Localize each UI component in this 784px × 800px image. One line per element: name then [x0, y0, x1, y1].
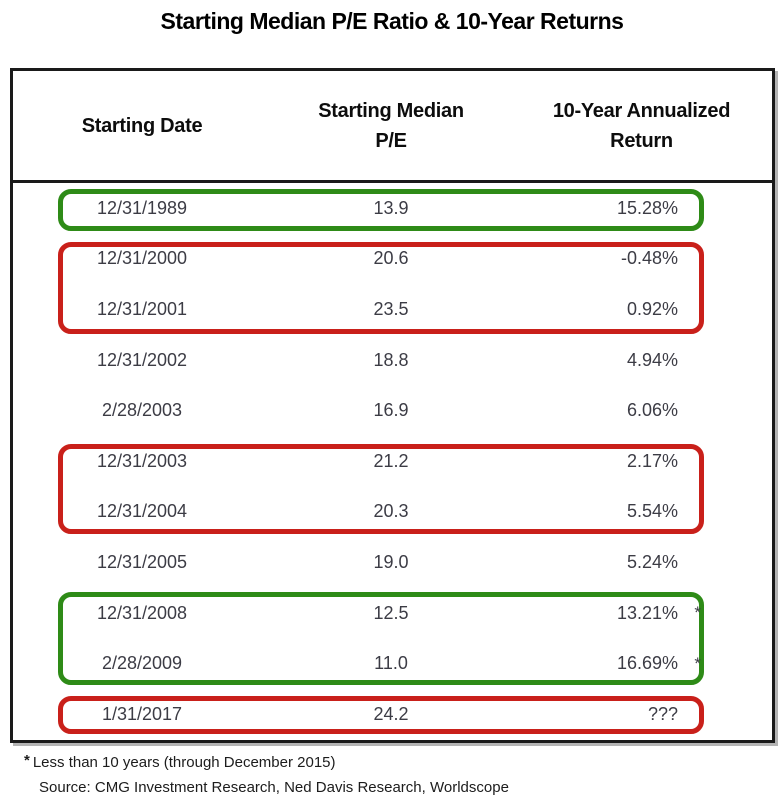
table-row: 12/31/2003 21.2 2.17% — [13, 436, 772, 487]
cell-median-pe: 13.9 — [373, 197, 409, 218]
cell-starting-date: 2/28/2003 — [101, 400, 183, 421]
footnote-marker: * — [694, 653, 701, 673]
return-value: 6.06% — [626, 400, 678, 421]
cell-return: 15.28% — [511, 198, 772, 219]
cell-median-pe: 24.2 — [373, 703, 409, 724]
table-row: 2/28/2003 16.9 6.06% — [13, 385, 772, 436]
return-value: -0.48% — [620, 248, 678, 269]
return-value: 13.21% — [616, 602, 678, 623]
cell-return: 5.54% — [511, 501, 772, 522]
cell-starting-date: 12/31/1989 — [96, 197, 188, 218]
page-title: Starting Median P/E Ratio & 10-Year Retu… — [160, 8, 624, 34]
return-value: 0.92% — [626, 298, 678, 319]
footnote-source: Source: CMG Investment Research, Ned Dav… — [39, 779, 509, 796]
cell-median-pe: 20.6 — [373, 248, 409, 269]
cell-median-pe: 23.5 — [373, 298, 409, 319]
table-row: 12/31/2005 19.0 5.24% — [13, 537, 772, 588]
footnote-less-than-10-years: * Less than 10 years (through December 20… — [24, 748, 509, 775]
return-value: 4.94% — [626, 349, 678, 370]
header-annualized-return-line2: Return — [610, 129, 673, 152]
table-body: 12/31/1989 13.9 15.28% 12/31/2000 20.6 -… — [13, 183, 772, 740]
cell-starting-date: 2/28/2009 — [101, 653, 183, 674]
return-value: 5.24% — [626, 551, 678, 572]
cell-median-pe: 11.0 — [374, 653, 408, 674]
header-annualized-return: 10-Year Annualized Return — [511, 96, 772, 156]
header-median-pe-line2: P/E — [375, 129, 407, 152]
cell-return: 4.94% — [511, 350, 772, 371]
cell-return: 6.06% — [511, 400, 772, 421]
cell-median-pe: 16.9 — [373, 400, 409, 421]
footnote-text: Less than 10 years (through December 201… — [32, 754, 336, 771]
cell-return: ??? — [511, 704, 772, 725]
table-row: 12/31/2004 20.3 5.54% — [13, 487, 772, 538]
return-value: 5.54% — [626, 501, 678, 522]
cell-starting-date: 12/31/2005 — [96, 551, 188, 572]
cell-starting-date: 12/31/2003 — [96, 450, 188, 471]
cell-starting-date: 12/31/2008 — [96, 602, 188, 623]
table-row: 12/31/2002 18.8 4.94% — [13, 335, 772, 386]
cell-starting-date: 12/31/2000 — [96, 248, 188, 269]
return-value: ??? — [647, 703, 678, 724]
cell-median-pe: 21.2 — [373, 450, 409, 471]
pe-returns-table: Starting Date Starting Median P/E 10-Yea… — [10, 68, 775, 743]
cell-starting-date: 12/31/2001 — [96, 298, 188, 319]
asterisk-marker: * — [24, 752, 30, 769]
footnotes: * Less than 10 years (through December 20… — [24, 748, 509, 800]
return-value: 15.28% — [616, 197, 678, 218]
cell-starting-date: 1/31/2017 — [101, 703, 183, 724]
cell-starting-date: 12/31/2002 — [96, 349, 188, 370]
table-row: 2/28/2009 11.0 16.69% * — [13, 638, 772, 689]
return-value: 16.69% — [616, 653, 678, 674]
header-annualized-return-line1: 10-Year Annualized — [552, 99, 731, 122]
table-row: 12/31/2001 23.5 0.92% — [13, 284, 772, 335]
return-value: 2.17% — [626, 450, 678, 471]
cell-return: 16.69% * — [511, 653, 772, 674]
cell-return: 2.17% — [511, 451, 772, 472]
table-row: 12/31/2008 12.5 13.21% * — [13, 588, 772, 639]
table-header-row: Starting Date Starting Median P/E 10-Yea… — [13, 71, 772, 183]
cell-return: 13.21% * — [511, 603, 772, 624]
header-median-pe-line1: Starting Median — [318, 99, 464, 122]
table-row: 12/31/1989 13.9 15.28% — [13, 183, 772, 234]
cell-median-pe: 19.0 — [373, 551, 409, 572]
cell-median-pe: 18.8 — [373, 349, 409, 370]
cell-return: -0.48% — [511, 248, 772, 269]
cell-median-pe: 12.5 — [373, 602, 409, 623]
header-starting-date: Starting Date — [81, 114, 203, 137]
cell-median-pe: 20.3 — [373, 501, 409, 522]
footnote-marker: * — [694, 603, 701, 623]
cell-starting-date: 12/31/2004 — [96, 501, 188, 522]
header-median-pe: Starting Median P/E — [271, 96, 511, 156]
table-row: 1/31/2017 24.2 ??? — [13, 689, 772, 740]
cell-return: 5.24% — [511, 552, 772, 573]
cell-return: 0.92% — [511, 299, 772, 320]
table-row: 12/31/2000 20.6 -0.48% — [13, 234, 772, 285]
